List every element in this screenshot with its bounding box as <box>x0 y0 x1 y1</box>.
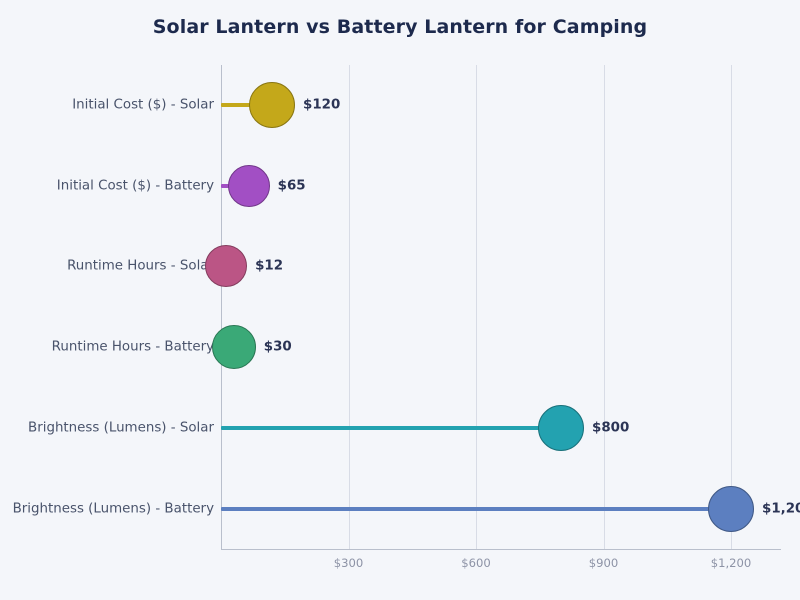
x-tick-label: $1,200 <box>710 556 752 570</box>
value-label: $65 <box>277 178 306 194</box>
gridline-0 <box>348 65 350 550</box>
value-label: $120 <box>303 97 341 113</box>
lollipop-marker[interactable] <box>538 405 584 451</box>
lollipop-marker[interactable] <box>708 486 754 532</box>
category-label: Initial Cost ($) - Solar <box>72 97 214 113</box>
page-title: Solar Lantern vs Battery Lantern for Cam… <box>152 16 648 38</box>
value-label: $30 <box>263 339 292 355</box>
lollipop-stem <box>221 103 272 107</box>
x-axis-line <box>221 549 781 551</box>
value-label: $1,200 <box>762 501 800 517</box>
category-label: Initial Cost ($) - Battery <box>56 178 214 194</box>
lollipop-marker[interactable] <box>227 165 270 207</box>
value-label: $12 <box>255 258 284 274</box>
x-tick-label: $900 <box>588 556 619 570</box>
y-axis-line <box>221 65 223 550</box>
category-label: Runtime Hours - Battery <box>51 339 214 355</box>
category-label: Runtime Hours - Solar <box>67 258 214 274</box>
gridline-2 <box>603 65 605 550</box>
lollipop-marker[interactable] <box>249 82 295 128</box>
category-label: Brightness (Lumens) - Solar <box>28 420 214 436</box>
x-tick-label: $300 <box>333 556 364 570</box>
lollipop-stem <box>221 426 561 430</box>
value-label: $800 <box>592 420 630 436</box>
category-label: Brightness (Lumens) - Battery <box>12 501 214 517</box>
gridline-3 <box>731 65 732 550</box>
lollipop-stem <box>221 507 731 511</box>
x-tick-label: $600 <box>461 556 491 570</box>
gridline-1 <box>476 65 477 550</box>
lollipop-marker[interactable] <box>211 325 256 369</box>
lollipop-marker[interactable] <box>205 245 248 287</box>
